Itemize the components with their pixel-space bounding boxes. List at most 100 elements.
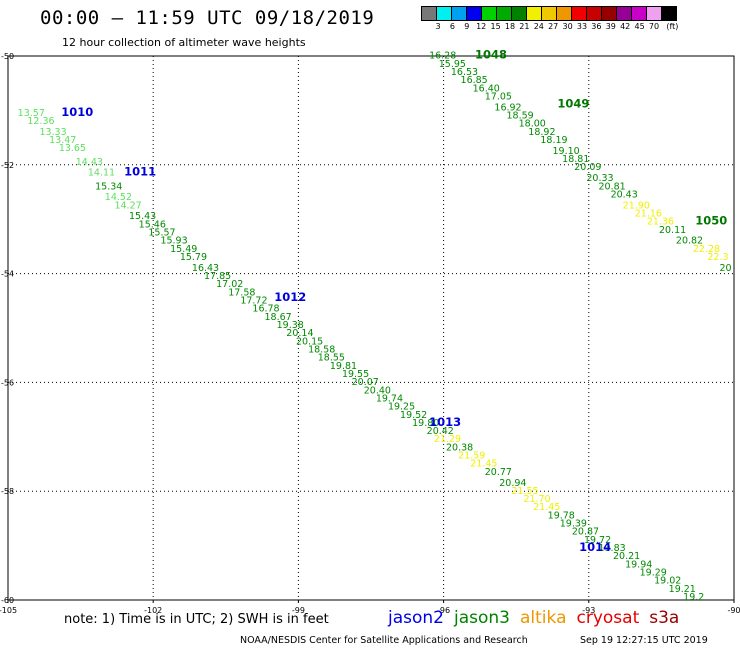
footer-note: note: 1) Time is in UTC; 2) SWH is in fe… — [64, 612, 329, 627]
wave-height-label: 13.65 — [59, 143, 86, 154]
wave-height-label: 18.19 — [540, 135, 567, 146]
wave-height-label: 18.00 — [519, 119, 546, 130]
wave-height-label: 16.53 — [451, 67, 478, 78]
wave-height-label: 12.36 — [27, 116, 54, 127]
legend-level-label: 45 — [634, 22, 645, 31]
lat-tick-label: -54 — [1, 270, 14, 279]
wave-height-label: 20.87 — [572, 527, 599, 538]
wave-height-label: 20.07 — [352, 377, 379, 388]
lat-tick-label: -58 — [1, 487, 14, 496]
wave-height-label: 20 — [719, 263, 731, 274]
legend-levels: 3 6 9 12 15 18 21 24 27 30 33 36 39 42 45 70 (ft) — [422, 22, 740, 36]
wave-height-label: 19.25 — [388, 402, 415, 413]
wave-height-label: 19.78 — [548, 510, 575, 521]
wave-height-label: 13.57 — [18, 108, 45, 119]
wave-height-label: 20.09 — [574, 162, 601, 173]
wave-height-label: 16.40 — [473, 83, 500, 94]
lon-tick-label: -99 — [292, 606, 305, 615]
wave-height-label: 19.38 — [277, 320, 304, 331]
lat-tick-label: -52 — [1, 161, 14, 170]
legend-level-label: 27 — [548, 22, 559, 31]
wave-height-label: 17.05 — [485, 92, 512, 103]
wave-height-label: 16.85 — [461, 75, 488, 86]
wave-height-label: 16.92 — [494, 102, 521, 113]
wave-height-label: 21.45 — [470, 459, 497, 470]
wave-height-label: 15.95 — [439, 59, 466, 70]
wave-height-label: 20.77 — [485, 467, 512, 478]
wave-height-label: 15.57 — [148, 228, 175, 239]
legend-level-label: 12 — [476, 22, 487, 31]
lon-tick-label: -102 — [144, 606, 162, 615]
pass-number-label: 1012 — [274, 290, 306, 304]
wave-height-label: 21.45 — [533, 502, 560, 513]
wave-height-label: 19.52 — [400, 410, 427, 421]
wave-height-label: 19.29 — [640, 568, 667, 579]
wave-height-label: 15.34 — [95, 181, 122, 192]
wave-height-label: 13.47 — [49, 135, 76, 146]
wave-height-label: 18.81 — [562, 154, 589, 165]
wave-height-label: 13.33 — [39, 127, 66, 138]
wave-height-label: 17.85 — [204, 271, 231, 282]
wave-height-label: 15.49 — [170, 244, 197, 255]
pass-number-label: 1048 — [475, 48, 507, 62]
legend-level-label: 39 — [605, 22, 616, 31]
wave-height-label: 15.46 — [139, 219, 166, 230]
legend-level-label: 6 — [449, 22, 455, 31]
wave-height-label: 20.11 — [659, 225, 686, 236]
lon-tick-label: -105 — [0, 606, 17, 615]
legend-level-label: 21 — [519, 22, 530, 31]
wave-height-label: 20.43 — [611, 189, 638, 200]
wave-height-label: 20.14 — [286, 328, 313, 339]
wave-height-label: 20.81 — [598, 181, 625, 192]
wave-height-label: 21.16 — [635, 208, 662, 219]
map-title: 00:00 – 11:59 UTC 09/18/2019 — [40, 7, 375, 29]
legend-swatch — [661, 6, 677, 21]
wave-height-label: 19.2 — [683, 592, 704, 603]
pass-number-label: 1013 — [429, 415, 461, 429]
wave-height-label: 20.82 — [676, 236, 703, 247]
wave-height-label: 19.39 — [560, 519, 587, 530]
pass-number-label: 1010 — [61, 105, 93, 119]
wave-height-label: 20.94 — [499, 478, 526, 489]
wave-height-label: 18.92 — [528, 127, 555, 138]
lon-tick-label: -93 — [582, 606, 595, 615]
legend-level-label: 70 — [648, 22, 660, 31]
legend-swatches — [421, 6, 677, 21]
wave-height-label: 19.72 — [584, 535, 611, 546]
lon-tick-label: -96 — [437, 606, 450, 615]
legend-level-label: 36 — [591, 22, 602, 31]
legend-level-label: 33 — [576, 22, 588, 31]
wave-height-label: 19.02 — [654, 576, 681, 587]
lon-tick-label: -90 — [727, 606, 740, 615]
pass-number-label: 1014 — [579, 540, 611, 554]
pass-number-label: 1011 — [124, 165, 156, 179]
satellite-jason3: jason3 — [454, 608, 510, 628]
lat-tick-label: -60 — [1, 596, 14, 605]
legend-level-label: 15 — [490, 22, 501, 31]
wave-height-label: 19.55 — [342, 369, 369, 380]
wave-height-label: 14.52 — [105, 192, 132, 203]
legend-level-label: 42 — [620, 22, 631, 31]
wave-height-label: 17.58 — [228, 287, 255, 298]
satellite-s3a: s3a — [649, 608, 680, 628]
wave-height-label: 14.43 — [76, 157, 103, 168]
wave-height-label: 19.83 — [598, 543, 625, 554]
wave-height-label: 19.94 — [625, 559, 652, 570]
wave-height-label: 19.80 — [412, 418, 439, 429]
credit-line: NOAA/NESDIS Center for Satellite Applica… — [240, 635, 528, 646]
legend-unit: (ft) — [666, 22, 679, 31]
wave-height-label: 20.15 — [296, 336, 323, 347]
wave-height-label: 16.28 — [429, 51, 456, 62]
wave-height-label: 20.40 — [364, 385, 391, 396]
wave-height-label: 17.02 — [216, 279, 243, 290]
wave-height-label: 21.29 — [434, 434, 461, 445]
lat-tick-label: -56 — [1, 378, 14, 387]
satellite-cryosat: cryosat — [576, 608, 640, 628]
legend-level-label: 3 — [435, 22, 441, 31]
wave-height-label: 14.27 — [114, 200, 141, 211]
wave-height-label: 18.58 — [308, 344, 335, 355]
wave-height-label: 20.38 — [446, 442, 473, 453]
wave-height-label: 19.74 — [376, 393, 403, 404]
wave-height-label: 21.55 — [511, 486, 538, 497]
pass-number-label: 1050 — [695, 214, 727, 228]
